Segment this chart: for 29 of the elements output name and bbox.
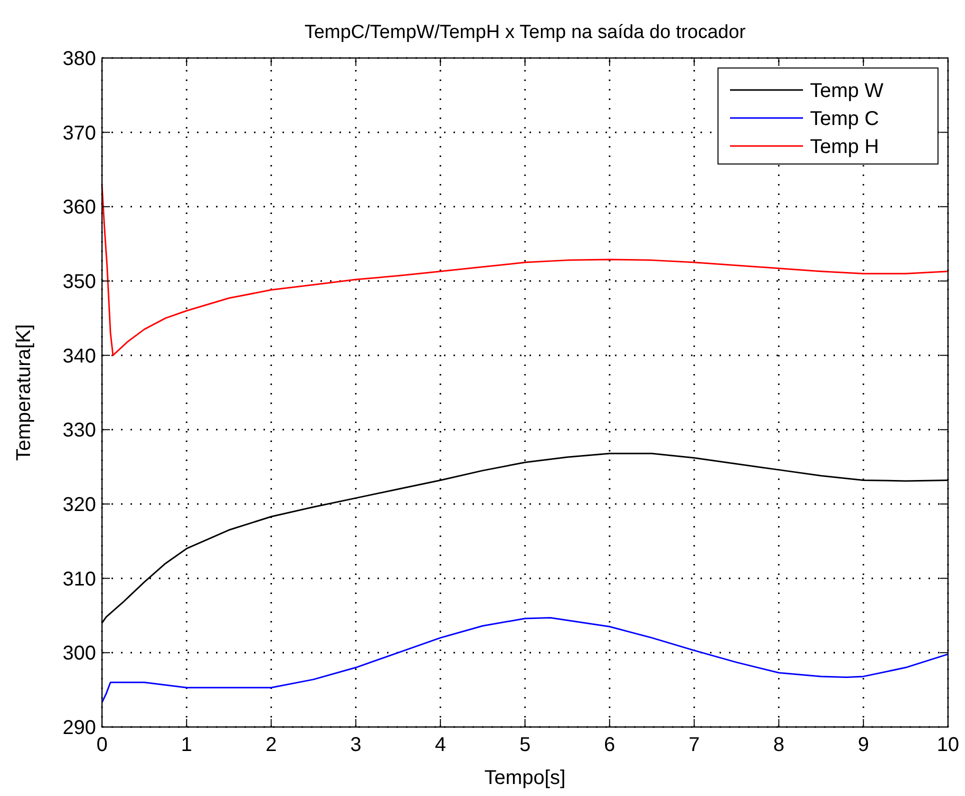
x-axis-title: Tempo[s] bbox=[484, 767, 566, 789]
line-series bbox=[101, 185, 949, 356]
x-tick-label: 7 bbox=[688, 734, 700, 756]
line-series bbox=[101, 616, 949, 704]
x-tick-label: 5 bbox=[519, 734, 531, 756]
x-tick-label: 0 bbox=[96, 734, 108, 756]
y-axis-title: Temperatura[K] bbox=[13, 324, 35, 461]
legend-label: Temp H bbox=[810, 136, 879, 158]
y-tick-label: 320 bbox=[62, 494, 96, 516]
y-tick-label: 330 bbox=[62, 420, 96, 442]
y-tick-label: 290 bbox=[62, 717, 96, 739]
x-tick-label: 1 bbox=[181, 734, 192, 756]
x-tick-label: 3 bbox=[350, 734, 362, 756]
y-tick-label: 370 bbox=[62, 122, 96, 144]
y-tick-label: 340 bbox=[62, 345, 96, 368]
y-tick-label: 360 bbox=[62, 196, 96, 219]
chart-title: TempC/TempW/TempH x Temp na saída do trocador bbox=[304, 22, 746, 43]
y-tick-label: 350 bbox=[62, 271, 96, 293]
x-tick-label: 8 bbox=[773, 734, 784, 756]
y-tick-label: 310 bbox=[62, 568, 96, 590]
y-tick-label: 300 bbox=[62, 642, 96, 665]
x-tick-label: 4 bbox=[434, 734, 446, 756]
x-tick-label: 6 bbox=[604, 734, 616, 756]
x-tick-label: 2 bbox=[266, 734, 277, 756]
x-tick-label: 10 bbox=[936, 734, 960, 756]
legend-label: Temp W bbox=[810, 80, 884, 102]
y-tick-label: 380 bbox=[62, 48, 96, 70]
legend-label: Temp C bbox=[810, 108, 879, 130]
x-tick-label: 9 bbox=[858, 734, 869, 756]
